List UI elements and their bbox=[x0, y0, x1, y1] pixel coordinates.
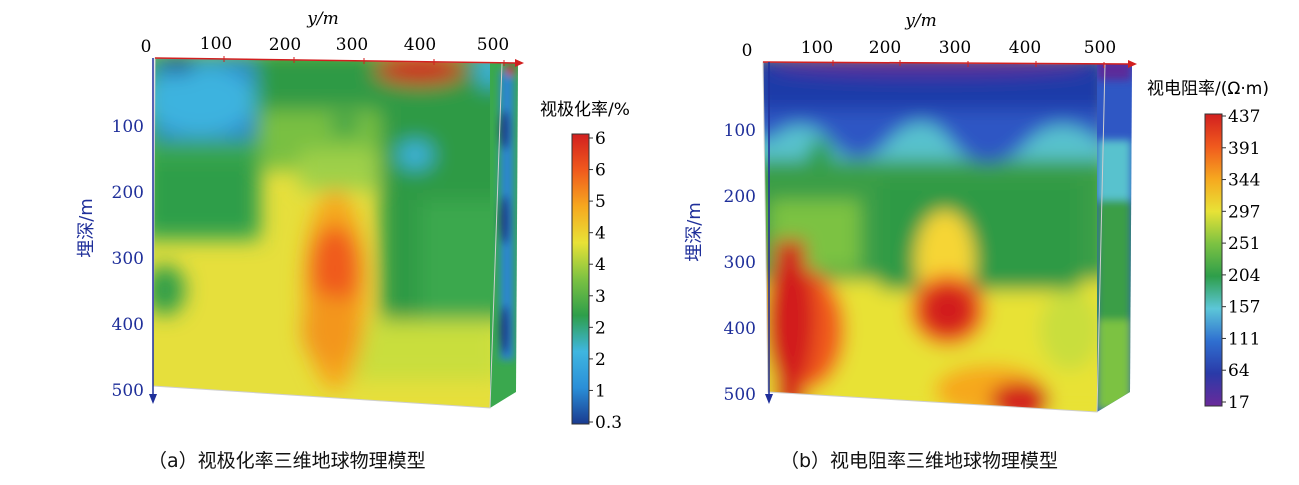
panel-a-colorbar-tick-label: 5 bbox=[595, 192, 606, 212]
panel-a-colorbar-ticks: 6 6 5 4 4 3 2 2 1 0.3 bbox=[589, 129, 622, 433]
panel-a-x-tick-0: 0 bbox=[141, 37, 152, 57]
panel-a-colorbar-tick-label: 4 bbox=[595, 224, 606, 244]
panel-a-x-tick-100: 100 bbox=[200, 34, 232, 54]
panel-b-y-tick-400: 400 bbox=[724, 319, 756, 339]
panel-a-y-tick-200: 200 bbox=[112, 183, 144, 203]
panel-a-x-axis-arrow bbox=[515, 59, 524, 67]
panel-a-colorbar-tick-label: 0.3 bbox=[595, 413, 622, 433]
panel-a-y-tick-300: 300 bbox=[112, 249, 144, 269]
panel-b-y-axis-label: 埋深/m bbox=[684, 202, 705, 262]
panel-b-colorbar-tick-label: 157 bbox=[1228, 298, 1260, 318]
panel-a-y-axis-label: 埋深/m bbox=[76, 198, 97, 258]
panel-b-x-tick-500: 500 bbox=[1084, 38, 1116, 58]
panel-a-x-tick-400: 400 bbox=[404, 35, 436, 55]
panel-b-y-tick-200: 200 bbox=[724, 187, 756, 207]
panel-a-colorbar-tick-label: 3 bbox=[595, 287, 606, 307]
panel-b-x-tick-0: 0 bbox=[742, 41, 753, 61]
panel-b-x-axis-label: y/m bbox=[904, 11, 936, 31]
panel-b-colorbar-title: 视电阻率/(Ω·m) bbox=[1147, 79, 1269, 99]
panel-b: 0 100 200 300 400 500 y/m 100 200 300 40… bbox=[684, 11, 1269, 413]
panel-b-colorbar-tick-label: 204 bbox=[1228, 266, 1260, 286]
panel-a-colorbar-tick-label: 4 bbox=[595, 255, 606, 275]
panel-a-x-axis-line bbox=[154, 57, 516, 64]
panel-b-y-axis-arrow bbox=[765, 394, 773, 404]
panel-b-x-axis-line bbox=[762, 61, 1131, 65]
panel-b-colorbar-tick-label: 344 bbox=[1228, 171, 1260, 191]
panel-b-colorbar bbox=[1204, 113, 1223, 407]
panel-a-colorbar-tick-label: 2 bbox=[595, 318, 606, 338]
panel-b-colorbar-tick-label: 437 bbox=[1228, 107, 1260, 127]
panel-a-colorbar-title: 视极化率/% bbox=[540, 100, 630, 120]
panel-a-x-tick-500: 500 bbox=[477, 35, 509, 55]
panel-b-x-tick-300: 300 bbox=[939, 38, 971, 58]
panel-b-front-face bbox=[763, 62, 1105, 412]
panel-b-colorbar-tick-label: 297 bbox=[1228, 202, 1260, 222]
panel-b-x-axis-arrow bbox=[1128, 60, 1137, 68]
panel-b-x-tick-400: 400 bbox=[1009, 38, 1041, 58]
panel-b-colorbar-tick-label: 17 bbox=[1228, 393, 1250, 413]
panel-a-x-axis-label: y/m bbox=[306, 9, 338, 29]
panel-b-colorbar-tick-label: 111 bbox=[1228, 329, 1260, 349]
panel-b-side-face bbox=[1097, 64, 1132, 412]
panel-a-colorbar-tick-label: 2 bbox=[595, 350, 606, 370]
panel-a-side-face bbox=[490, 63, 518, 408]
panel-a-y-tick-100: 100 bbox=[112, 117, 144, 137]
panel-b-y-tick-300: 300 bbox=[724, 253, 756, 273]
caption-b: （b）视电阻率三维地球物理模型 bbox=[780, 450, 1059, 472]
panel-a-front-face bbox=[153, 58, 502, 408]
panel-a-y-tick-500: 500 bbox=[112, 381, 144, 401]
panel-a-colorbar-tick-label: 6 bbox=[595, 161, 606, 181]
panel-b-colorbar-tick-label: 251 bbox=[1228, 234, 1260, 254]
panel-a-colorbar-tick-label: 1 bbox=[595, 381, 606, 401]
panel-b-x-tick-100: 100 bbox=[801, 38, 833, 58]
panel-a-x-tick-300: 300 bbox=[336, 35, 368, 55]
panel-b-colorbar-tick-label: 391 bbox=[1228, 139, 1260, 159]
panel-a-y-tick-400: 400 bbox=[112, 315, 144, 335]
panel-b-colorbar-tick-label: 64 bbox=[1228, 361, 1250, 381]
panel-a-y-axis-arrow bbox=[149, 394, 157, 404]
panel-b-y-tick-500: 500 bbox=[724, 385, 756, 405]
caption-a: （a）视极化率三维地球物理模型 bbox=[148, 450, 426, 472]
panel-b-y-tick-100: 100 bbox=[724, 121, 756, 141]
panel-a: 0 100 200 300 400 500 y/m 100 200 300 40… bbox=[76, 9, 630, 433]
panel-b-colorbar-ticks: 437 391 344 297 251 204 157 111 64 17 bbox=[1222, 107, 1260, 413]
panel-a-colorbar-tick-label: 6 bbox=[595, 129, 606, 149]
panel-b-x-tick-200: 200 bbox=[869, 38, 901, 58]
panel-a-x-tick-200: 200 bbox=[269, 35, 301, 55]
panel-a-colorbar bbox=[571, 133, 590, 425]
